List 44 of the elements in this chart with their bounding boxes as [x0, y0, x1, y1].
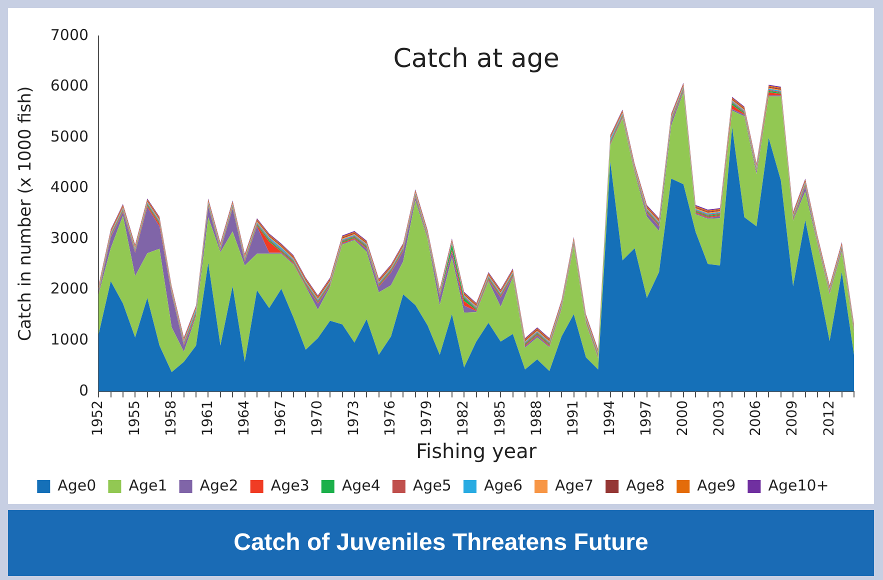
legend-label: Age0: [58, 476, 96, 494]
x-tick-label: 1976: [382, 400, 399, 436]
x-axis-title: Fishing year: [416, 439, 538, 464]
x-tick-label: 1955: [126, 400, 143, 436]
x-tick-label: 1994: [602, 400, 618, 436]
legend-label: Age1: [128, 476, 168, 494]
y-tick-label: 3000: [50, 228, 89, 247]
x-tick-label: 1952: [90, 400, 106, 436]
legend-label: Age5: [412, 476, 452, 494]
text: Catch of Juveniles Threatens Future: [8, 510, 874, 576]
legend-label: Age8: [626, 476, 665, 494]
x-tick-label: 1997: [638, 400, 655, 436]
x-tick-label: 1985: [492, 400, 508, 436]
x-tick-label: 2003: [712, 400, 728, 436]
x-tick-label: 1970: [310, 400, 326, 436]
legend-label: Age6: [484, 476, 523, 494]
x-tick-label: 1991: [565, 400, 582, 436]
y-tick-label: 0: [79, 381, 89, 400]
x-tick-label: 1982: [456, 400, 472, 436]
y-tick-label: 2000: [50, 280, 89, 298]
y-tick-label: 7000: [50, 26, 89, 44]
x-tick-label: 1961: [200, 400, 216, 436]
y-tick-label: 4000: [50, 178, 89, 196]
legend-label: Age3: [270, 476, 310, 494]
x-tick-label: 1958: [163, 400, 180, 436]
y-tick-label: 5000: [50, 127, 89, 146]
x-tick-label: 1973: [346, 400, 362, 436]
chart-title: Catch at age: [393, 44, 560, 74]
x-tick-label: 2006: [748, 400, 764, 436]
x-tick-label: 2009: [784, 400, 801, 436]
y-axis-title: Catch in number (x 1000 fish): [16, 86, 36, 342]
x-tick-label: 1967: [272, 400, 289, 436]
y-tick-label: 6000: [50, 76, 89, 95]
y-tick-label: 1000: [50, 330, 89, 348]
x-tick-label: 2000: [675, 400, 692, 436]
legend-label: Age10+: [768, 476, 829, 494]
x-tick-label: 1964: [236, 400, 252, 436]
legend-label: Age7: [555, 476, 594, 494]
x-tick-label: 2012: [821, 400, 838, 436]
legend-label: Age2: [200, 476, 238, 494]
x-tick-label: 1988: [528, 400, 545, 436]
legend-label: Age9: [697, 476, 736, 494]
legend-label: Age4: [342, 476, 380, 494]
x-tick-label: 1979: [419, 400, 436, 436]
